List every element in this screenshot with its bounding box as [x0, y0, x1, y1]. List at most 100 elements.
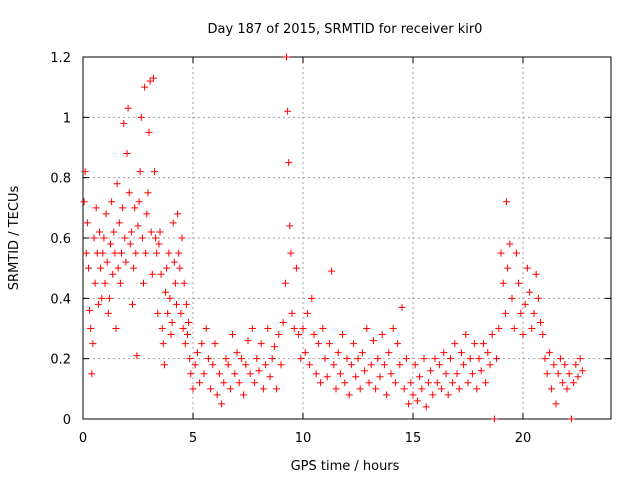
- data-point: [312, 370, 320, 378]
- data-point: [523, 264, 531, 272]
- data-point: [330, 361, 338, 369]
- data-point: [156, 228, 164, 236]
- data-point: [149, 74, 157, 82]
- data-point: [110, 228, 118, 236]
- x-axis-label: GPS time / hours: [291, 459, 400, 474]
- data-point: [163, 264, 171, 272]
- data-point: [501, 309, 509, 317]
- data-point: [89, 340, 97, 348]
- data-point: [164, 309, 172, 317]
- data-point: [180, 279, 188, 287]
- data-point: [169, 219, 177, 227]
- data-point: [157, 270, 165, 278]
- data-point: [556, 355, 564, 363]
- data-point: [151, 168, 158, 176]
- data-point: [198, 340, 206, 348]
- data-point: [248, 325, 256, 332]
- data-point: [464, 379, 472, 387]
- data-point: [350, 340, 358, 348]
- data-point: [147, 228, 155, 236]
- data-point: [233, 349, 241, 357]
- data-point: [297, 355, 305, 363]
- data-point: [504, 264, 512, 272]
- data-point: [87, 325, 95, 332]
- data-point: [155, 240, 163, 248]
- data-point: [374, 355, 382, 363]
- data-point: [407, 379, 415, 387]
- data-point: [81, 168, 89, 176]
- data-point: [152, 234, 160, 242]
- data-point: [136, 168, 144, 176]
- data-point: [257, 340, 265, 348]
- data-point: [341, 379, 349, 387]
- data-point: [275, 331, 283, 339]
- data-point: [539, 331, 547, 339]
- data-point: [530, 309, 538, 317]
- data-point: [385, 349, 393, 357]
- data-point: [451, 340, 459, 348]
- data-point: [398, 303, 406, 311]
- data-point: [186, 355, 194, 363]
- data-point: [237, 355, 245, 363]
- data-point: [259, 385, 267, 393]
- data-point: [550, 361, 558, 369]
- data-point: [358, 349, 366, 357]
- data-point: [211, 340, 219, 348]
- data-point: [301, 349, 309, 357]
- data-point: [545, 349, 553, 357]
- data-point: [449, 379, 457, 387]
- data-point: [528, 325, 536, 332]
- data-point: [442, 370, 450, 378]
- data-point: [295, 331, 303, 339]
- data-point: [253, 355, 261, 363]
- data-point: [548, 385, 556, 393]
- data-point: [287, 249, 295, 257]
- data-point: [574, 373, 582, 381]
- data-point: [142, 249, 150, 257]
- data-point: [482, 379, 490, 387]
- data-point: [121, 234, 129, 242]
- data-point: [510, 325, 518, 332]
- data-point: [160, 361, 168, 369]
- data-point: [321, 355, 329, 363]
- data-point: [534, 294, 542, 302]
- data-point: [88, 370, 96, 378]
- data-point: [131, 204, 139, 212]
- data-point: [187, 370, 195, 378]
- y-axis: 0 0.2 0.4 0.6 0.8 1 1.2: [50, 51, 611, 428]
- data-point: [168, 318, 176, 326]
- data-point: [418, 385, 426, 393]
- data-point: [277, 361, 285, 369]
- data-point: [484, 349, 492, 357]
- data-point: [400, 385, 408, 393]
- data-point: [109, 270, 117, 278]
- data-point: [154, 309, 162, 317]
- data-point: [140, 279, 147, 287]
- data-point: [189, 385, 197, 393]
- data-point: [354, 355, 362, 363]
- data-point: [466, 355, 474, 363]
- data-point: [268, 355, 276, 363]
- data-point: [130, 264, 138, 272]
- data-point: [177, 309, 185, 317]
- data-point: [125, 189, 133, 197]
- data-point: [372, 385, 380, 393]
- data-point: [567, 415, 575, 423]
- data-point: [102, 210, 110, 218]
- data-point: [137, 113, 145, 121]
- data-point: [175, 249, 183, 257]
- data-point: [462, 331, 470, 339]
- data-point: [173, 300, 180, 308]
- data-point: [369, 337, 377, 345]
- data-point: [396, 361, 404, 369]
- data-point: [119, 204, 127, 212]
- data-point: [433, 379, 441, 387]
- data-points: [80, 53, 586, 423]
- data-point: [416, 373, 424, 381]
- data-point: [543, 370, 551, 378]
- y-tick-label: 1: [63, 111, 71, 126]
- data-point: [266, 373, 274, 381]
- data-point: [202, 325, 210, 332]
- data-point: [446, 355, 454, 363]
- y-tick-label: 0.4: [50, 292, 71, 307]
